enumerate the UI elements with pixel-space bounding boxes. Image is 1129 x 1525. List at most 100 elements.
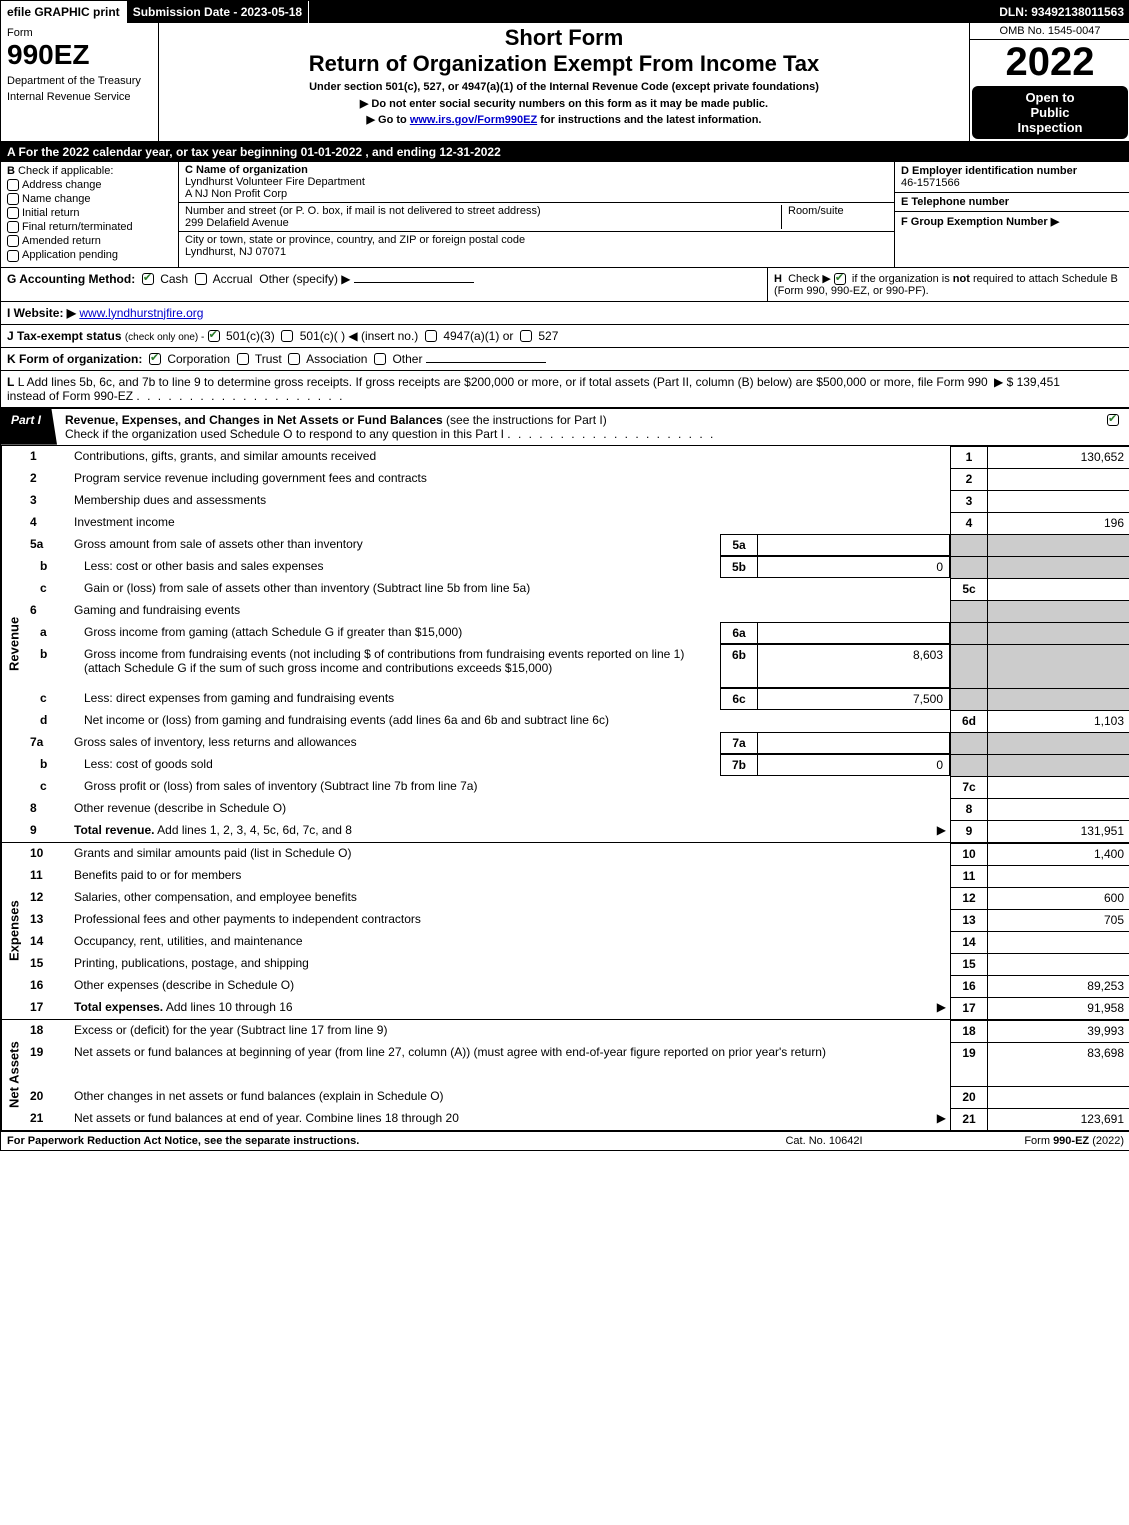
other-specify-input[interactable] xyxy=(354,282,474,283)
line-description: Gross profit or (loss) from sales of inv… xyxy=(80,776,950,798)
right-line-value xyxy=(988,600,1129,622)
right-line-value xyxy=(988,865,1129,887)
form-word: Form xyxy=(7,27,152,39)
other-org-input[interactable] xyxy=(426,362,546,363)
h-text2: if the organization is xyxy=(852,273,953,285)
right-line-value xyxy=(988,490,1129,512)
line-number: 8 xyxy=(26,798,70,820)
right-line-number xyxy=(950,732,988,754)
efile-print-button[interactable]: efile GRAPHIC print xyxy=(1,1,127,23)
chk-cash[interactable] xyxy=(142,273,154,285)
right-line-number xyxy=(950,534,988,556)
chk-amended-return[interactable]: Amended return xyxy=(7,235,172,247)
city-value: Lyndhurst, NJ 07071 xyxy=(185,246,286,258)
chk-accrual[interactable] xyxy=(195,273,207,285)
right-line-value: 130,652 xyxy=(988,446,1129,468)
open-line2: Public xyxy=(976,105,1124,120)
line-description: Net assets or fund balances at end of ye… xyxy=(70,1108,950,1130)
mid-line-number: 6b xyxy=(720,644,757,688)
g-label: G Accounting Method: xyxy=(7,272,135,286)
line-description: Program service revenue including govern… xyxy=(70,468,950,490)
right-line-number: 1 xyxy=(950,446,988,468)
irs-link[interactable]: www.irs.gov/Form990EZ xyxy=(410,114,537,126)
line-4: 4Investment income4196 xyxy=(26,512,1129,534)
k-label: K Form of organization: xyxy=(7,352,142,366)
e-label: E Telephone number xyxy=(901,196,1009,208)
arrow-icon: ▶ xyxy=(937,823,946,837)
chk-527[interactable] xyxy=(520,330,532,342)
right-line-value xyxy=(988,798,1129,820)
b-check-if: Check if applicable: xyxy=(18,165,113,177)
chk-trust[interactable] xyxy=(237,353,249,365)
line-description: Gain or (loss) from sale of assets other… xyxy=(80,578,950,600)
h-not: not xyxy=(953,273,970,285)
h-check-text: Check ▶ xyxy=(788,273,831,285)
line-13: 13Professional fees and other payments t… xyxy=(26,909,1129,931)
chk-schedule-b[interactable] xyxy=(834,273,846,285)
website-link[interactable]: www.lyndhurstnjfire.org xyxy=(79,306,203,320)
line-number: 21 xyxy=(26,1108,70,1130)
instr-no-ssn: ▶ Do not enter social security numbers o… xyxy=(165,97,963,110)
right-line-value xyxy=(988,622,1129,644)
instr-goto-post: for instructions and the latest informat… xyxy=(537,114,761,126)
mid-line-value: 0 xyxy=(757,754,950,776)
right-line-number: 14 xyxy=(950,931,988,953)
row-a-calendar-year: A For the 2022 calendar year, or tax yea… xyxy=(1,142,1129,162)
right-line-number: 12 xyxy=(950,887,988,909)
chk-501c3[interactable] xyxy=(208,330,220,342)
right-line-number: 9 xyxy=(950,820,988,842)
line-number: 7a xyxy=(26,732,70,754)
right-line-number xyxy=(950,600,988,622)
line-number: a xyxy=(26,622,80,644)
netasset-lines: 18Excess or (deficit) for the year (Subt… xyxy=(26,1020,1129,1130)
right-line-number: 21 xyxy=(950,1108,988,1130)
right-line-value: 131,951 xyxy=(988,820,1129,842)
line-description: Less: cost or other basis and sales expe… xyxy=(80,556,720,578)
right-line-value xyxy=(988,578,1129,600)
footer-right-pre: Form xyxy=(1024,1135,1053,1147)
subtitle: Under section 501(c), 527, or 4947(a)(1)… xyxy=(165,81,963,93)
j-sub: (check only one) - xyxy=(125,332,204,343)
line-description: Investment income xyxy=(70,512,950,534)
mid-line-number: 7b xyxy=(720,754,757,776)
line-b: bGross income from fundraising events (n… xyxy=(26,644,1129,688)
line-2: 2Program service revenue including gover… xyxy=(26,468,1129,490)
row-j-tax-exempt: J Tax-exempt status (check only one) - 5… xyxy=(1,325,1129,348)
right-line-number: 3 xyxy=(950,490,988,512)
chk-association[interactable] xyxy=(288,353,300,365)
chk-name-change[interactable]: Name change xyxy=(7,193,172,205)
chk-name-change-label: Name change xyxy=(22,193,91,205)
chk-application-pending[interactable]: Application pending xyxy=(7,249,172,261)
chk-initial-return[interactable]: Initial return xyxy=(7,207,172,219)
line-16: 16Other expenses (describe in Schedule O… xyxy=(26,975,1129,997)
l-text: L L Add lines 5b, 6c, and 7b to line 9 t… xyxy=(7,375,994,403)
right-line-value: 1,103 xyxy=(988,710,1129,732)
netassets-section: Net Assets 18Excess or (deficit) for the… xyxy=(1,1020,1129,1131)
page-footer: For Paperwork Reduction Act Notice, see … xyxy=(1,1131,1129,1150)
chk-schedule-o[interactable] xyxy=(1107,414,1119,426)
lbl-cash: Cash xyxy=(160,272,188,286)
chk-501c[interactable] xyxy=(281,330,293,342)
chk-address-change[interactable]: Address change xyxy=(7,179,172,191)
chk-4947[interactable] xyxy=(425,330,437,342)
right-line-number: 20 xyxy=(950,1086,988,1108)
lbl-501c: 501(c)( ) ◀ (insert no.) xyxy=(300,329,419,343)
line-7a: 7aGross sales of inventory, less returns… xyxy=(26,732,1129,754)
lbl-other: Other (specify) ▶ xyxy=(259,272,350,286)
chk-other-org[interactable] xyxy=(374,353,386,365)
line-1: 1Contributions, gifts, grants, and simil… xyxy=(26,446,1129,468)
line-description: Gross sales of inventory, less returns a… xyxy=(70,732,720,754)
line-description: Other changes in net assets or fund bala… xyxy=(70,1086,950,1108)
line-number: c xyxy=(26,776,80,798)
right-line-value xyxy=(988,644,1129,688)
right-line-number: 11 xyxy=(950,865,988,887)
row-i-website: I Website: ▶ www.lyndhurstnjfire.org xyxy=(1,302,1129,325)
right-line-number: 8 xyxy=(950,798,988,820)
chk-final-return[interactable]: Final return/terminated xyxy=(7,221,172,233)
right-line-number: 4 xyxy=(950,512,988,534)
f-group-row: F Group Exemption Number ▶ xyxy=(895,212,1129,231)
mid-line-number: 6a xyxy=(720,622,757,644)
right-line-value: 600 xyxy=(988,887,1129,909)
chk-corporation[interactable] xyxy=(149,353,161,365)
chk-application-pending-label: Application pending xyxy=(22,249,118,261)
